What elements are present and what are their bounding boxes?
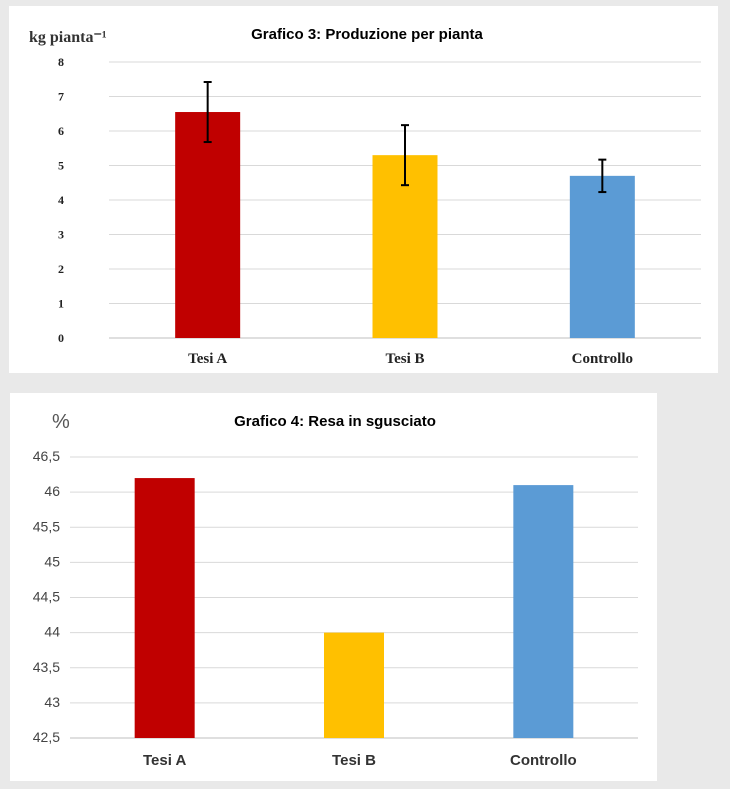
x-category-label: Tesi B (385, 351, 424, 367)
x-category-label: Tesi B (332, 752, 376, 769)
y-axis-label: % (52, 411, 70, 433)
production-chart: Grafico 3: Produzione per pianta kg piant… (29, 26, 701, 367)
x-category-label: Controllo (510, 752, 577, 769)
x-category-label: Controllo (572, 351, 633, 367)
bar-controllo (569, 175, 635, 338)
y-tick-label: 45 (44, 553, 60, 569)
y-tick-label: 4 (58, 193, 64, 207)
y-tick-label: 5 (58, 159, 64, 173)
bar-tesi-a (134, 478, 195, 738)
y-tick-label: 1 (58, 297, 64, 311)
yield-chart: Grafico 4: Resa in sgusciato% 42,5 43 43,5 4… (33, 411, 638, 769)
y-tick-label: 46,5 (33, 448, 60, 464)
chart-title: Grafico 4: Resa in sgusciato (234, 413, 436, 430)
y-tick-label: 7 (58, 90, 64, 104)
bar-controllo (513, 485, 574, 738)
chart-panel-production: Grafico 3: Produzione per pianta kg piant… (9, 6, 718, 373)
bar-tesi-b (324, 632, 384, 738)
chart-title: Grafico 3: Produzione per pianta (251, 26, 483, 43)
y-axis-label: kg pianta⁻¹ (29, 29, 107, 46)
x-category-label: Tesi A (188, 351, 227, 367)
y-tick-label: 46 (44, 483, 60, 499)
y-tick-label: 43 (44, 694, 60, 710)
chart-panel-yield: Grafico 4: Resa in sgusciato% 42,5 43 43,5 4… (10, 393, 657, 781)
y-tick-label: 42,5 (33, 729, 60, 745)
y-tick-label: 44 (44, 624, 60, 640)
y-tick-label: 2 (58, 262, 64, 276)
y-tick-label: 45,5 (33, 518, 60, 534)
y-tick-label: 43,5 (33, 659, 60, 675)
y-tick-label: 3 (58, 228, 64, 242)
x-category-label: Tesi A (143, 752, 187, 769)
y-tick-label: 0 (58, 331, 64, 345)
bar-tesi-a (175, 112, 241, 339)
y-tick-label: 6 (58, 124, 64, 138)
y-tick-label: 8 (58, 55, 64, 69)
y-tick-label: 44,5 (33, 589, 60, 605)
